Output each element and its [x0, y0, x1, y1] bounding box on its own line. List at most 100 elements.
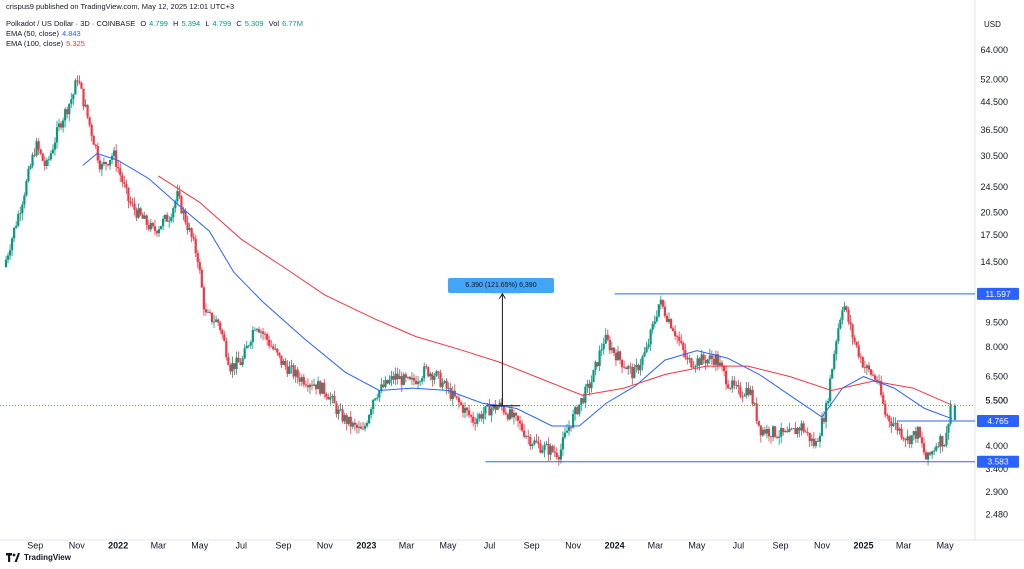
- candle-body: [365, 423, 369, 426]
- candle-body: [847, 309, 850, 322]
- ema100-legend: EMA (100, close) 5.325: [6, 39, 88, 49]
- candle-body: [245, 345, 248, 349]
- low-value: 4.799: [212, 19, 232, 28]
- candle-body: [37, 141, 40, 150]
- candle-body: [814, 441, 817, 446]
- candle-body: [266, 334, 269, 340]
- candle-body: [949, 405, 952, 424]
- candle-body: [688, 358, 691, 360]
- candle-body: [394, 373, 397, 380]
- candle-body: [645, 347, 648, 353]
- candle-body: [133, 203, 136, 210]
- candle-body: [792, 428, 795, 430]
- candle-body: [776, 436, 779, 438]
- candle-body: [223, 334, 226, 341]
- tradingview-wordmark: TradingView: [24, 553, 71, 562]
- candle-body: [735, 385, 738, 386]
- level-tag-label: 3.583: [987, 457, 1009, 467]
- candle-body: [890, 421, 893, 426]
- candle-body: [651, 323, 654, 330]
- candle-body: [767, 429, 771, 437]
- candle-body: [212, 321, 216, 323]
- candle-body: [827, 401, 830, 404]
- y-tick-label: 9.500: [985, 317, 1008, 327]
- candle-body: [292, 365, 295, 377]
- candle-body: [194, 238, 197, 253]
- low-label: L: [205, 19, 210, 28]
- candle-body: [727, 384, 730, 389]
- candle-body: [298, 377, 301, 382]
- candle-body: [516, 415, 520, 421]
- tradingview-brand[interactable]: TradingView: [6, 553, 71, 562]
- level-tag: [977, 455, 1019, 468]
- candle-body: [286, 365, 289, 374]
- candle-body: [902, 437, 905, 439]
- candle-body: [706, 359, 709, 364]
- candle-body: [204, 309, 208, 313]
- candle-body: [710, 355, 713, 359]
- candle-body: [629, 366, 632, 368]
- candle-body: [445, 380, 448, 389]
- candle-body: [64, 109, 67, 121]
- candle-body: [386, 379, 389, 384]
- candle-body: [755, 403, 758, 421]
- level-tag: [977, 287, 1019, 300]
- candle-body: [633, 367, 636, 379]
- candle-body: [294, 369, 297, 377]
- candle-body: [896, 422, 899, 431]
- candle-body: [649, 329, 652, 345]
- candle-body: [873, 375, 877, 380]
- candle-body: [168, 220, 171, 222]
- measure-label: 6.390 (121.65%) 6,390: [448, 278, 554, 293]
- x-tick-label: Sep: [275, 540, 291, 550]
- candle-body: [892, 423, 895, 426]
- candle-body: [241, 358, 244, 365]
- candle-body: [529, 436, 532, 447]
- candle-body: [263, 333, 267, 335]
- candle-body: [27, 168, 30, 181]
- candle-body: [257, 329, 261, 333]
- candle-body: [39, 149, 42, 154]
- candle-body: [76, 80, 79, 82]
- candle-body: [745, 387, 748, 396]
- candle-body: [643, 352, 646, 357]
- candle-body: [810, 438, 813, 442]
- y-tick-label: 30.500: [980, 151, 1008, 161]
- candle-body: [500, 402, 503, 407]
- y-tick-label: 8.000: [985, 342, 1008, 352]
- candle-body: [178, 191, 181, 197]
- candle-body: [953, 405, 956, 420]
- candle-body: [233, 363, 236, 369]
- candle-body: [484, 406, 487, 414]
- candle-body: [504, 412, 507, 415]
- candle-body: [655, 316, 658, 322]
- candle-body: [908, 436, 911, 444]
- candle-body: [461, 404, 465, 413]
- candle-body: [33, 154, 36, 156]
- candle-body: [398, 376, 401, 380]
- candle-body: [221, 330, 224, 335]
- candle-body: [431, 373, 434, 380]
- candle-body: [806, 432, 809, 433]
- candle-body: [888, 416, 891, 422]
- candle-body: [488, 404, 491, 416]
- candle-body: [947, 423, 950, 433]
- candle-body: [557, 457, 560, 460]
- candle-body: [384, 379, 387, 387]
- candle-body: [198, 262, 201, 270]
- candle-body: [186, 222, 189, 230]
- level-tag-label: 4.765: [987, 416, 1009, 426]
- ema100-line: [158, 175, 953, 406]
- candle-body: [671, 328, 675, 332]
- candle-body: [217, 319, 220, 323]
- candle-body: [535, 440, 538, 443]
- candle-body: [574, 407, 577, 415]
- candle-body: [802, 423, 805, 432]
- candle-body: [769, 436, 773, 438]
- candle-body: [125, 183, 128, 188]
- candle-body: [708, 355, 711, 360]
- y-tick-label: 3.400: [985, 464, 1008, 474]
- candle-body: [323, 382, 326, 394]
- candle-body: [824, 403, 828, 422]
